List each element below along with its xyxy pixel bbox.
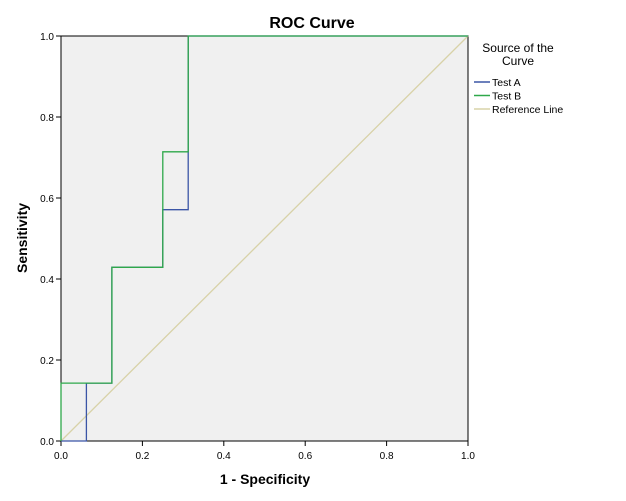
x-tick-label: 0.6 (298, 451, 312, 462)
y-tick-label: 0.6 (40, 194, 54, 205)
x-tick-label: 0.0 (54, 451, 68, 462)
legend-label-test-b: Test B (492, 91, 521, 103)
y-tick-label: 1.0 (40, 32, 54, 43)
x-tick-label: 0.8 (380, 451, 394, 462)
series-line-test-b (60, 35, 468, 441)
axis-ticks: 0.0 0.2 0.4 0.6 0.8 1.0 0.0 0.2 0.4 0.6 0.8 1.0 (40, 32, 475, 462)
x-tick-label: 1.0 (461, 451, 475, 462)
legend-title-line-2: Curve (502, 54, 534, 68)
y-tick-label: 0.8 (40, 113, 54, 124)
series-layer (60, 35, 469, 442)
legend-label-reference-line: Reference Line (492, 104, 563, 116)
legend: Source of the Curve Test A Test BReferenc… (474, 41, 563, 116)
x-axis-title: 1 - Specificity (220, 471, 310, 487)
y-tick-label: 0.2 (40, 356, 54, 367)
series-line-reference-line (60, 35, 469, 442)
legend-label-test-a: Test A (492, 77, 521, 89)
x-tick-label: 0.4 (217, 451, 231, 462)
legend-title-line-1: Source of the (482, 41, 554, 55)
x-tick-label: 0.2 (135, 451, 149, 462)
chart-title: ROC Curve (269, 15, 354, 32)
y-tick-label: 0.0 (40, 437, 54, 448)
y-tick-label: 0.4 (40, 275, 54, 286)
y-axis-title: Sensitivity (14, 203, 30, 273)
